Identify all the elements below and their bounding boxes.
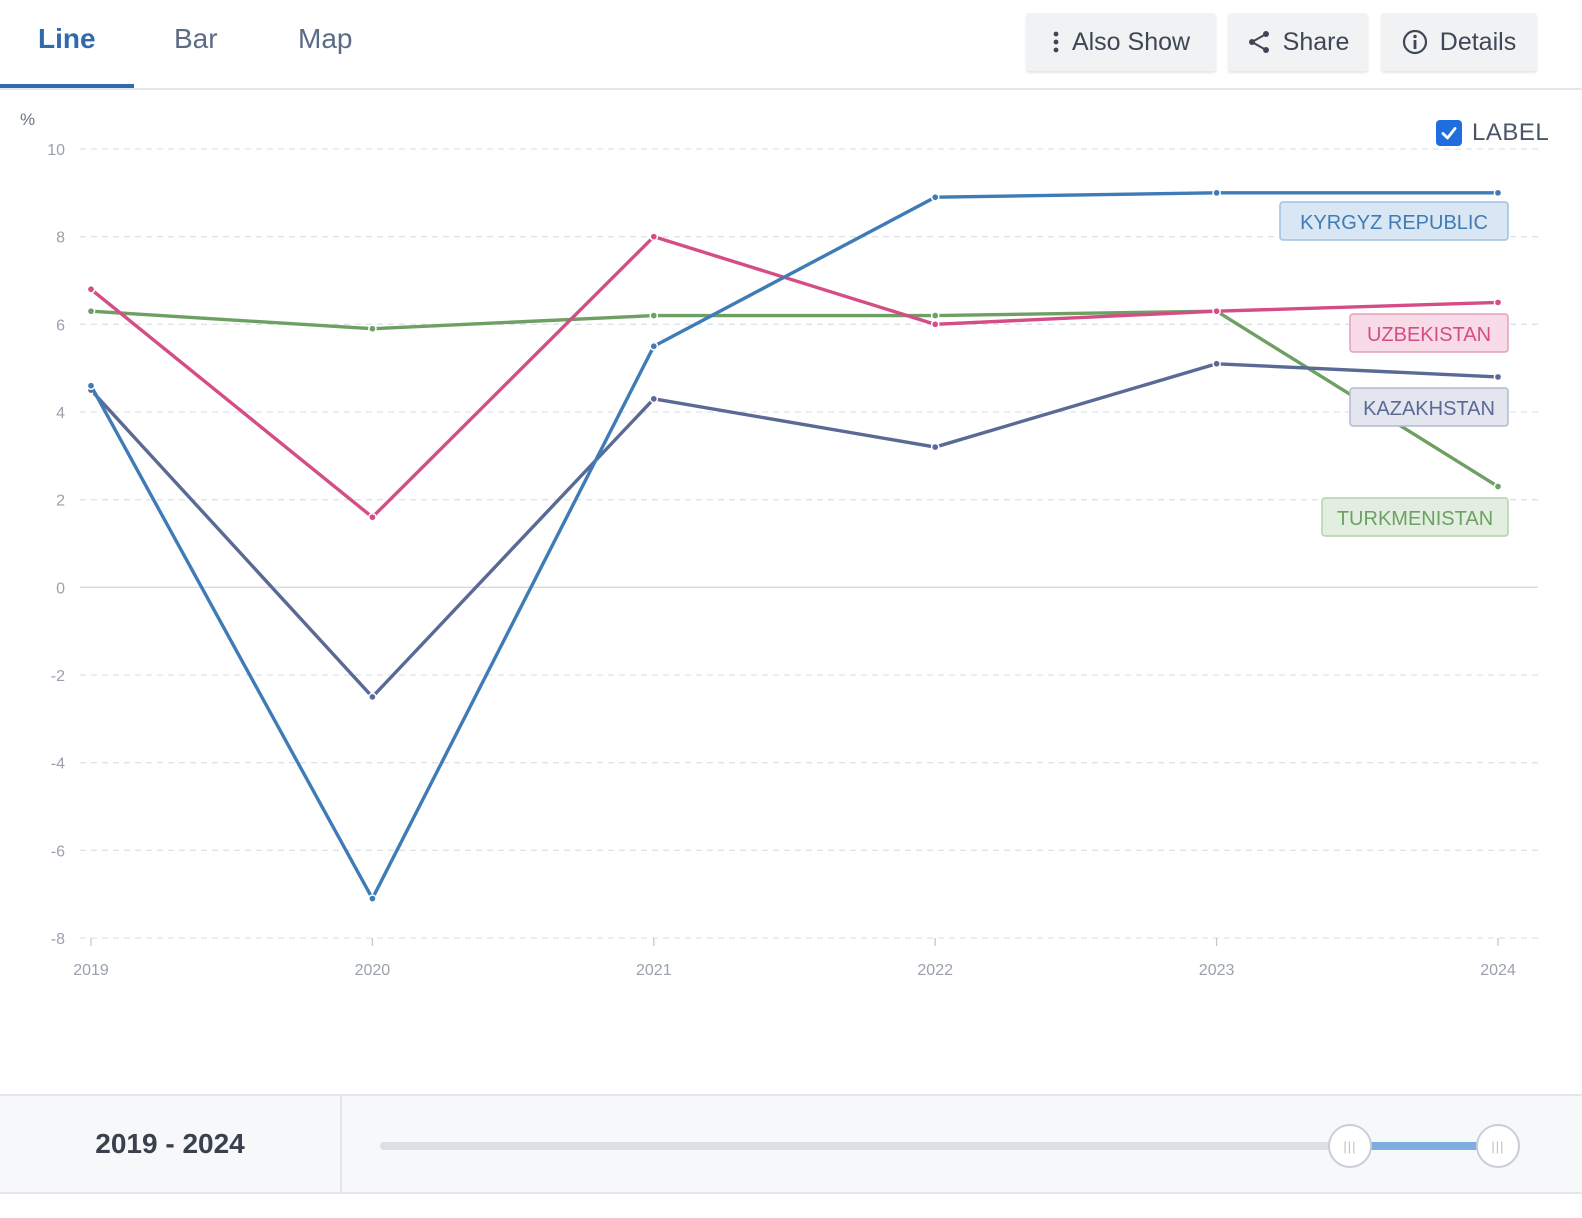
details-label: Details xyxy=(1439,27,1517,56)
tab-line[interactable]: Line xyxy=(38,23,96,54)
slider-handle-start[interactable]: ||| xyxy=(1328,1124,1372,1168)
also-show-button[interactable]: Also Show xyxy=(1026,13,1216,71)
data-point-kyrgyz-republic xyxy=(1212,188,1221,198)
y-tick-label: -8 xyxy=(51,931,65,948)
data-point-uzbekistan xyxy=(649,232,659,242)
data-point-kazakhstan xyxy=(368,692,377,702)
series-label-box-kazakhstan xyxy=(1349,387,1509,427)
checkmark-icon xyxy=(1441,127,1457,140)
series-line-uzbekistan xyxy=(89,234,1500,519)
data-point-turkmenistan xyxy=(86,306,96,316)
vertical-dots-icon xyxy=(1052,31,1060,53)
series-label-turkmenistan: TURKMENISTAN xyxy=(1337,508,1493,530)
data-point-kyrgyz-republic xyxy=(1493,188,1503,198)
data-point-kyrgyz-republic xyxy=(930,192,940,202)
year-slider-selected-range xyxy=(1350,1142,1498,1150)
series-label-box-uzbekistan xyxy=(1349,313,1509,353)
data-point-kyrgyz-republic xyxy=(649,341,659,351)
y-tick-label: 2 xyxy=(56,493,65,510)
series-line-turkmenistan xyxy=(89,309,1500,489)
share-label: Share xyxy=(1282,27,1350,56)
also-show-label: Also Show xyxy=(1071,27,1191,56)
line-chart: % 10 8 6 4 2 0 -2 -4 -6 -8 2019 2020 2021 2022 2023 2024… xyxy=(20,110,1538,979)
data-point-kazakhstan xyxy=(1493,372,1503,382)
top-bar: Line Bar Map Also Show Share Details xyxy=(0,0,1582,90)
data-point-turkmenistan xyxy=(1493,482,1503,491)
data-point-kazakhstan xyxy=(649,394,659,404)
x-tick-label: 2023 xyxy=(1199,962,1235,979)
series-line-kyrgyz-republic xyxy=(89,191,1500,901)
x-tick-label: 2022 xyxy=(917,962,953,979)
data-point-uzbekistan xyxy=(368,512,377,522)
slider-handle-end[interactable]: ||| xyxy=(1476,1124,1520,1168)
tab-map[interactable]: Map xyxy=(298,23,353,54)
y-tick-label: 4 xyxy=(56,405,65,422)
x-tick-label: 2021 xyxy=(636,962,672,979)
data-point-kazakhstan xyxy=(1212,359,1221,369)
data-point-turkmenistan xyxy=(649,311,659,320)
y-tick-label: 0 xyxy=(56,580,65,597)
chart-area: % 10 8 6 4 2 0 -2 -4 -6 -8 2019 2020 2021 2022 2023 2024… xyxy=(0,92,1582,1092)
series-line-kazakhstan xyxy=(89,362,1500,699)
label-toggle-text: LABEL xyxy=(1472,119,1550,146)
data-point-uzbekistan xyxy=(1493,298,1503,307)
year-range-readout: 2019 - 2024 xyxy=(0,1096,340,1192)
data-point-uzbekistan xyxy=(1212,306,1221,316)
range-end: 2024 xyxy=(182,1128,245,1159)
share-icon xyxy=(1247,30,1271,54)
y-tick-label: -2 xyxy=(51,668,65,685)
y-tick-label: -4 xyxy=(51,756,65,773)
year-slider-track[interactable] xyxy=(380,1142,1498,1150)
y-tick-label: 6 xyxy=(56,317,65,334)
y-axis-unit-label: % xyxy=(20,110,35,129)
data-point-turkmenistan xyxy=(930,311,940,320)
x-tick-label: 2019 xyxy=(73,962,109,979)
series-label-uzbekistan: UZBEKISTAN xyxy=(1367,324,1491,346)
series-label-box-kyrgyz-republic xyxy=(1279,201,1509,241)
series-label-kazakhstan: KAZAKHSTAN xyxy=(1363,398,1495,420)
details-button[interactable]: Details xyxy=(1381,13,1537,71)
info-icon xyxy=(1402,29,1428,55)
data-point-kyrgyz-republic xyxy=(86,381,96,391)
x-tick-label: 2020 xyxy=(355,962,391,979)
share-button[interactable]: Share xyxy=(1228,13,1368,71)
range-footer: 2019 - 2024 ||| ||| xyxy=(0,1094,1582,1194)
grip-icon: ||| xyxy=(1491,1138,1505,1154)
range-start: 2019 xyxy=(95,1128,158,1159)
data-point-uzbekistan xyxy=(930,319,940,329)
data-point-kazakhstan xyxy=(930,442,940,452)
tab-bar[interactable]: Bar xyxy=(174,23,218,54)
y-tick-label: -6 xyxy=(51,843,65,860)
data-point-kyrgyz-republic xyxy=(368,894,377,903)
data-point-uzbekistan xyxy=(86,284,96,294)
data-point-turkmenistan xyxy=(368,324,377,334)
footer-divider xyxy=(340,1096,342,1192)
range-separator: - xyxy=(165,1128,175,1159)
active-tab-indicator xyxy=(0,84,134,88)
label-checkbox[interactable] xyxy=(1436,120,1462,146)
series-label-kyrgyz-republic: KYRGYZ REPUBLIC xyxy=(1300,212,1488,234)
grip-icon: ||| xyxy=(1343,1138,1357,1154)
x-tick-label: 2024 xyxy=(1480,962,1516,979)
series-label-box-turkmenistan xyxy=(1321,497,1509,537)
label-toggle[interactable]: LABEL xyxy=(1436,118,1549,148)
y-tick-label: 8 xyxy=(56,230,65,247)
y-tick-label: 10 xyxy=(47,142,65,159)
